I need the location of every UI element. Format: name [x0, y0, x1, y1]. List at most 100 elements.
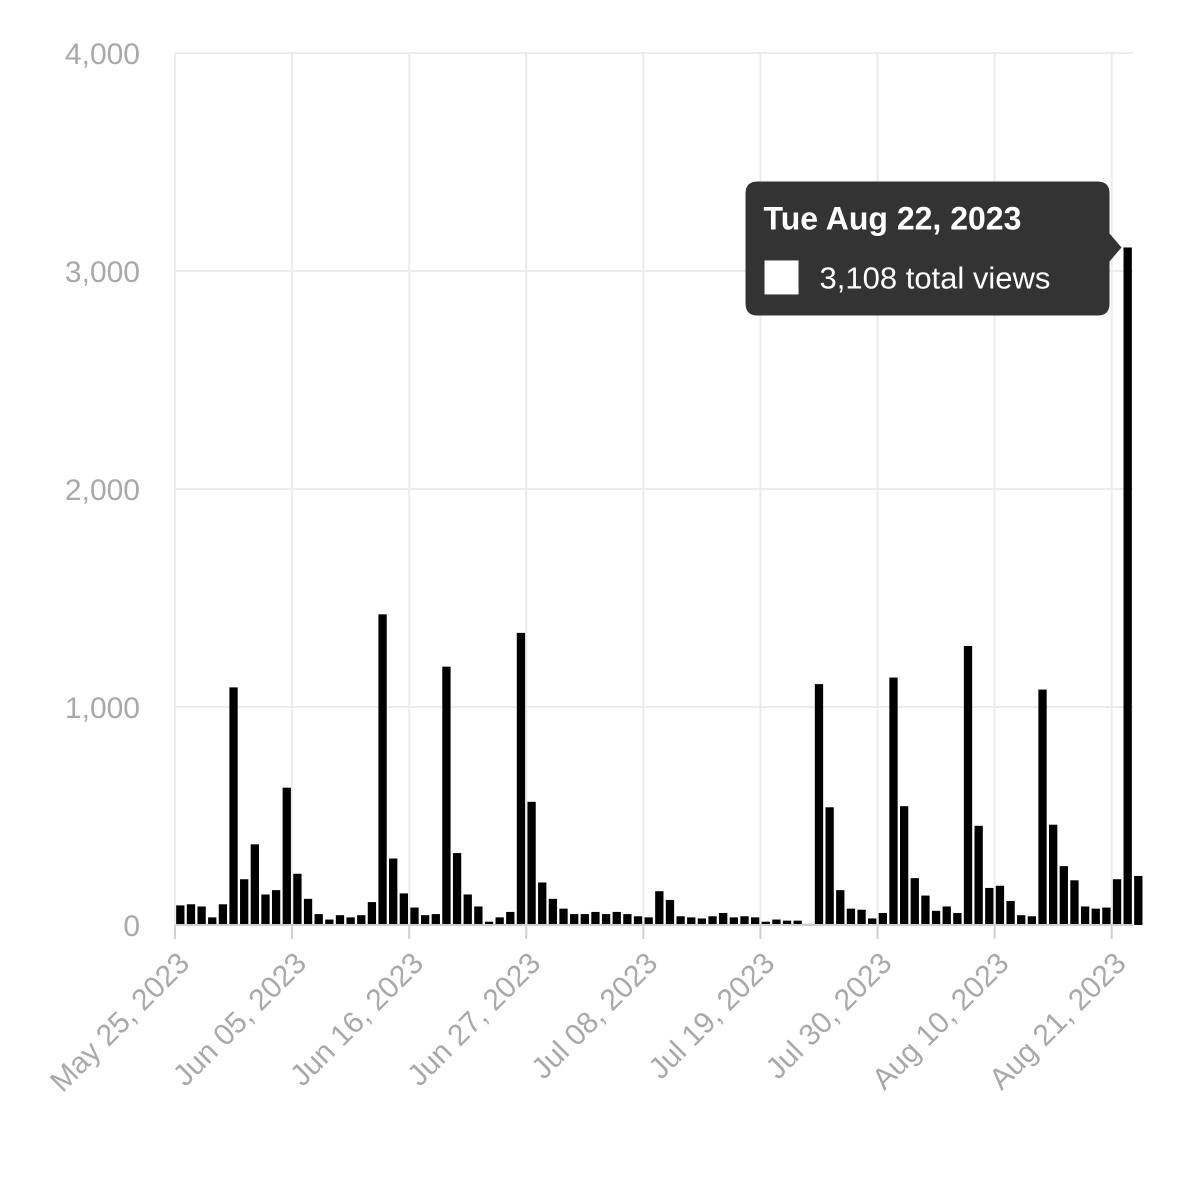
bar[interactable] [963, 645, 973, 925]
bar[interactable] [208, 917, 217, 925]
bar[interactable] [974, 825, 983, 925]
bar[interactable] [1134, 875, 1143, 925]
bar[interactable] [325, 919, 334, 925]
bar[interactable] [921, 895, 930, 925]
bar[interactable] [633, 916, 643, 925]
bar[interactable] [878, 913, 887, 925]
bar[interactable] [910, 878, 919, 925]
bar[interactable] [857, 909, 866, 925]
bar[interactable] [389, 858, 398, 925]
bar[interactable] [463, 894, 472, 925]
bar[interactable] [814, 684, 824, 925]
bar-tooltip: Tue Aug 22, 2023 3,108 total views [745, 181, 1122, 316]
bar[interactable] [750, 917, 760, 925]
bar[interactable] [1080, 906, 1090, 925]
bar[interactable] [676, 916, 685, 925]
bar[interactable] [452, 853, 462, 925]
y-tick-label: 1,000 [65, 692, 140, 725]
bar[interactable] [176, 905, 185, 925]
bar[interactable] [250, 844, 259, 925]
bar[interactable] [889, 677, 898, 925]
bar[interactable] [484, 921, 494, 925]
bar[interactable] [985, 887, 994, 925]
bar[interactable] [303, 898, 313, 925]
bar[interactable] [474, 906, 483, 925]
y-tick-label: 3,000 [65, 256, 140, 289]
bar[interactable] [719, 913, 728, 925]
bar[interactable] [612, 911, 621, 925]
bar[interactable] [1112, 879, 1122, 925]
bar[interactable] [538, 882, 547, 925]
bar[interactable] [261, 894, 270, 925]
bar[interactable] [516, 632, 526, 925]
bar[interactable] [665, 899, 675, 925]
bar[interactable] [506, 911, 515, 925]
bar[interactable] [687, 917, 696, 925]
bar[interactable] [782, 920, 792, 925]
bar[interactable] [282, 787, 291, 925]
bar[interactable] [644, 917, 653, 925]
bar[interactable] [953, 913, 962, 925]
bar[interactable] [1006, 901, 1015, 925]
bar[interactable] [570, 914, 579, 925]
bar[interactable] [708, 916, 717, 925]
bar[interactable] [527, 801, 536, 925]
bar[interactable] [186, 904, 196, 925]
bar[interactable] [1070, 880, 1079, 925]
bar[interactable] [431, 914, 440, 925]
bar[interactable] [931, 910, 941, 925]
bar[interactable] [580, 914, 589, 925]
bar[interactable] [367, 902, 377, 925]
bar[interactable] [378, 614, 387, 925]
tooltip-title: Tue Aug 22, 2023 [764, 200, 1022, 236]
bar[interactable] [559, 908, 568, 925]
bar[interactable] [229, 687, 238, 925]
bar[interactable] [197, 906, 206, 925]
bar[interactable] [761, 921, 770, 925]
bar[interactable] [729, 917, 738, 925]
bar[interactable] [293, 873, 302, 925]
bar[interactable] [623, 914, 632, 925]
bar[interactable] [399, 893, 408, 925]
bar[interactable] [240, 879, 249, 925]
bar[interactable] [548, 898, 558, 925]
bar[interactable] [655, 891, 664, 925]
bar[interactable] [1049, 824, 1058, 925]
bar[interactable] [868, 918, 877, 925]
bar[interactable] [1102, 907, 1111, 925]
bar[interactable] [1123, 247, 1132, 925]
bar[interactable] [1017, 915, 1026, 925]
bar[interactable] [346, 917, 355, 925]
bar[interactable] [793, 920, 802, 925]
bar[interactable] [357, 915, 366, 925]
bar[interactable] [420, 915, 430, 925]
bar[interactable] [335, 915, 345, 925]
bar[interactable] [942, 906, 951, 925]
bars[interactable] [176, 247, 1143, 925]
bar[interactable] [995, 885, 1005, 925]
bar[interactable] [442, 666, 451, 925]
bar[interactable] [772, 919, 781, 925]
bar[interactable] [846, 908, 856, 925]
bar[interactable] [495, 917, 504, 925]
bar[interactable] [314, 914, 323, 925]
bar[interactable] [218, 904, 228, 925]
bar[interactable] [1091, 908, 1100, 925]
bar[interactable] [697, 918, 707, 925]
bar[interactable] [1038, 689, 1047, 925]
bar[interactable] [1027, 916, 1037, 925]
y-tick-label: 4,000 [65, 38, 140, 71]
bar[interactable] [1059, 866, 1068, 925]
y-tick-label: 2,000 [65, 474, 140, 507]
x-tick-label: Jul 19, 2023 [642, 947, 781, 1086]
bar[interactable] [601, 914, 611, 925]
bar[interactable] [836, 890, 845, 925]
bar[interactable] [899, 806, 909, 925]
bar[interactable] [271, 890, 281, 925]
bar[interactable] [740, 916, 749, 925]
bar[interactable] [410, 907, 419, 925]
bar[interactable] [825, 807, 834, 925]
bar[interactable] [591, 911, 600, 925]
